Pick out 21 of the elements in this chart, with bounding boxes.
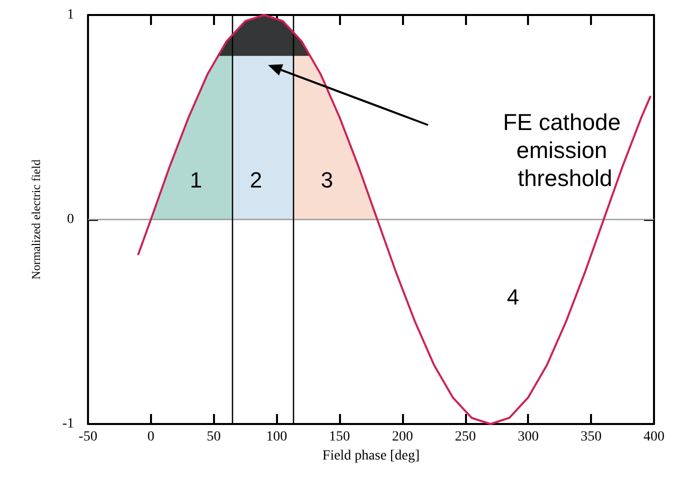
x-tick-label: 400 [644,430,664,444]
x-tick-label: 0 [147,430,154,444]
x-tick-label: 350 [580,430,602,444]
x-tick-label: 100 [266,430,288,444]
annotation: 4 [506,284,520,310]
x-tick-label: 200 [392,430,413,444]
x-tick-label: 50 [206,430,221,444]
x-tick-label: -50 [78,430,98,444]
annotation: FE cathode emission threshold [502,109,628,191]
x-axis-title: Field phase [deg] [322,448,420,464]
annotation: 3 [320,168,334,192]
y-axis-title: Normalized electric field [29,160,43,280]
x-tick-label: 250 [454,430,476,444]
y-tick-label: -1 [62,416,74,432]
x-tick-label: 300 [518,430,539,444]
annotation: 1 [190,168,202,192]
y-tick-label: 0 [67,212,74,227]
y-tick-label: 1 [67,8,74,22]
annotation: 2 [250,168,262,192]
x-tick-label: 150 [329,430,350,444]
line-series [137,14,652,425]
